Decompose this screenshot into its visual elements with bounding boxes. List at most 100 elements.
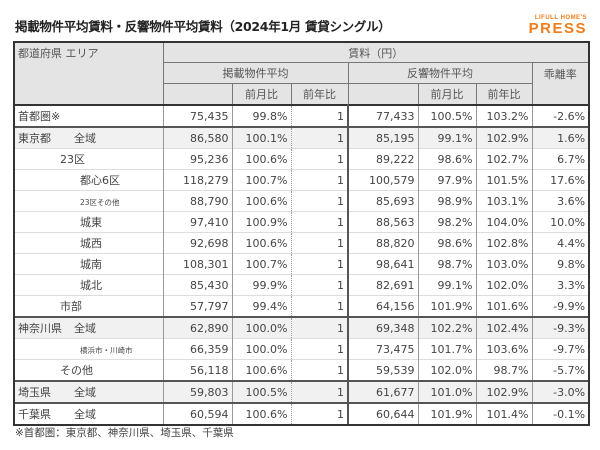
area: 城西	[80, 237, 102, 250]
response-yoy: 102.9%	[475, 380, 532, 403]
response-rent: 61,677	[347, 380, 418, 403]
header-listed-value	[162, 83, 233, 106]
gap-rate: 1.6%	[531, 126, 591, 149]
listed-yoy: 1	[290, 253, 348, 275]
listed-mom: 100.7%	[231, 253, 291, 275]
listed-mom: 100.6%	[231, 232, 291, 254]
gap-rate: 6.7%	[531, 148, 591, 170]
row-label: 城西	[13, 232, 163, 254]
response-yoy: 101.6%	[475, 295, 532, 317]
response-rent: 73,475	[347, 338, 418, 360]
area: 全域	[74, 408, 96, 421]
table-row: 市部 57,797 99.4% 1 64,156 101.9% 101.6% -9.9%	[13, 295, 591, 317]
gap-rate: 17.6%	[531, 169, 591, 191]
response-mom: 101.9%	[417, 295, 476, 317]
area: 市部	[60, 300, 82, 313]
response-rent: 85,693	[347, 190, 418, 212]
row-label: 千葉県 全域	[13, 402, 163, 426]
response-mom: 98.9%	[417, 190, 476, 212]
listed-yoy: 1	[290, 126, 348, 149]
header-response-value	[347, 83, 419, 106]
footnote: ※首都圏：東京都、神奈川県、埼玉県、千葉県	[15, 427, 234, 439]
header-rent: 賃料（円）	[162, 41, 591, 63]
listed-rent: 85,430	[162, 274, 232, 296]
header-gap: 乖離率	[531, 62, 591, 106]
gap-rate: 3.3%	[531, 274, 591, 296]
listed-rent: 108,301	[162, 253, 232, 275]
response-mom: 98.2%	[417, 211, 476, 233]
table-row: その他 56,118 100.6% 1 59,539 102.0% 98.7% -5.7%	[13, 359, 591, 381]
area: 城東	[80, 216, 102, 229]
listed-rent: 92,698	[162, 232, 232, 254]
listed-mom: 99.4%	[231, 295, 291, 317]
listed-mom: 100.7%	[231, 169, 291, 191]
header-response: 反響物件平均	[347, 62, 533, 84]
response-rent: 89,222	[347, 148, 418, 170]
response-mom: 98.6%	[417, 232, 476, 254]
response-yoy: 103.0%	[475, 253, 532, 275]
listed-yoy: 1	[290, 316, 348, 339]
listed-yoy: 1	[290, 211, 348, 233]
table-row: 首都圏※ 75,435 99.8% 1 77,433 100.5% 103.2% -2.6%	[13, 104, 591, 127]
gap-rate: -9.9%	[531, 295, 591, 317]
prefecture: 首都圏※	[18, 110, 61, 123]
listed-mom: 99.8%	[231, 104, 291, 127]
response-yoy: 102.7%	[475, 148, 532, 170]
table-row: 神奈川県 全域 62,890 100.0% 1 69,348 102.2% 102.4% -9.…	[13, 316, 591, 339]
brand-logo: LIFULL HOME'S PRESS	[529, 15, 587, 36]
response-rent: 100,579	[347, 169, 418, 191]
response-mom: 99.1%	[417, 126, 476, 149]
listed-yoy: 1	[290, 148, 348, 170]
response-rent: 85,195	[347, 126, 418, 149]
response-rent: 88,563	[347, 211, 418, 233]
row-label: 東京都 全域	[13, 126, 163, 149]
table-row: 東京都 全域 86,580 100.1% 1 85,195 99.1% 102.9% 1.6%	[13, 126, 591, 149]
listed-mom: 100.0%	[231, 316, 291, 339]
response-rent: 77,433	[347, 104, 418, 127]
response-mom: 101.7%	[417, 338, 476, 360]
table-row: 城北 85,430 99.9% 1 82,691 99.1% 102.0% 3.3%	[13, 274, 591, 296]
response-mom: 101.9%	[417, 402, 476, 426]
response-rent: 82,691	[347, 274, 418, 296]
table-row: 都心6区 118,279 100.7% 1 100,579 97.9% 101.5% 17.6…	[13, 169, 591, 191]
header-response-mom: 前月比	[417, 83, 477, 106]
response-yoy: 103.6%	[475, 338, 532, 360]
row-label: 市部	[13, 295, 163, 317]
gap-rate: 10.0%	[531, 211, 591, 233]
listed-rent: 66,359	[162, 338, 232, 360]
listed-mom: 100.1%	[231, 126, 291, 149]
area: 城南	[80, 258, 102, 271]
response-mom: 100.5%	[417, 104, 476, 127]
listed-yoy: 1	[290, 190, 348, 212]
area: 横浜市・川崎市	[80, 345, 133, 355]
row-label: 城北	[13, 274, 163, 296]
listed-mom: 99.9%	[231, 274, 291, 296]
listed-rent: 75,435	[162, 104, 232, 127]
listed-mom: 100.9%	[231, 211, 291, 233]
listed-rent: 86,580	[162, 126, 232, 149]
listed-mom: 100.6%	[231, 190, 291, 212]
gap-rate: 9.8%	[531, 253, 591, 275]
listed-yoy: 1	[290, 104, 348, 127]
table-body: 首都圏※ 75,435 99.8% 1 77,433 100.5% 103.2% -2.6% 東…	[13, 104, 591, 426]
area: 全域	[74, 132, 96, 145]
table-row: 横浜市・川崎市 66,359 100.0% 1 73,475 101.7% 103.6% -9…	[13, 338, 591, 360]
response-rent: 64,156	[347, 295, 418, 317]
area: 23区	[60, 153, 85, 166]
listed-rent: 57,797	[162, 295, 232, 317]
response-mom: 97.9%	[417, 169, 476, 191]
header-area: 都道府県 エリア	[13, 41, 164, 106]
gap-rate: -0.1%	[531, 402, 591, 426]
header-listed-mom: 前月比	[231, 83, 292, 106]
gap-rate: -2.6%	[531, 104, 591, 127]
listed-yoy: 1	[290, 380, 348, 403]
response-yoy: 102.0%	[475, 274, 532, 296]
header-listed-yoy: 前年比	[290, 83, 349, 106]
response-mom: 99.1%	[417, 274, 476, 296]
page-title: 掲載物件平均賃料・反響物件平均賃料（2024年1月 賃貸シングル）	[15, 19, 391, 34]
listed-yoy: 1	[290, 359, 348, 381]
response-yoy: 103.1%	[475, 190, 532, 212]
response-mom: 98.6%	[417, 148, 476, 170]
row-label: 城南	[13, 253, 163, 275]
table-row: 23区その他 88,790 100.6% 1 85,693 98.9% 103.1% 3.6%	[13, 190, 591, 212]
